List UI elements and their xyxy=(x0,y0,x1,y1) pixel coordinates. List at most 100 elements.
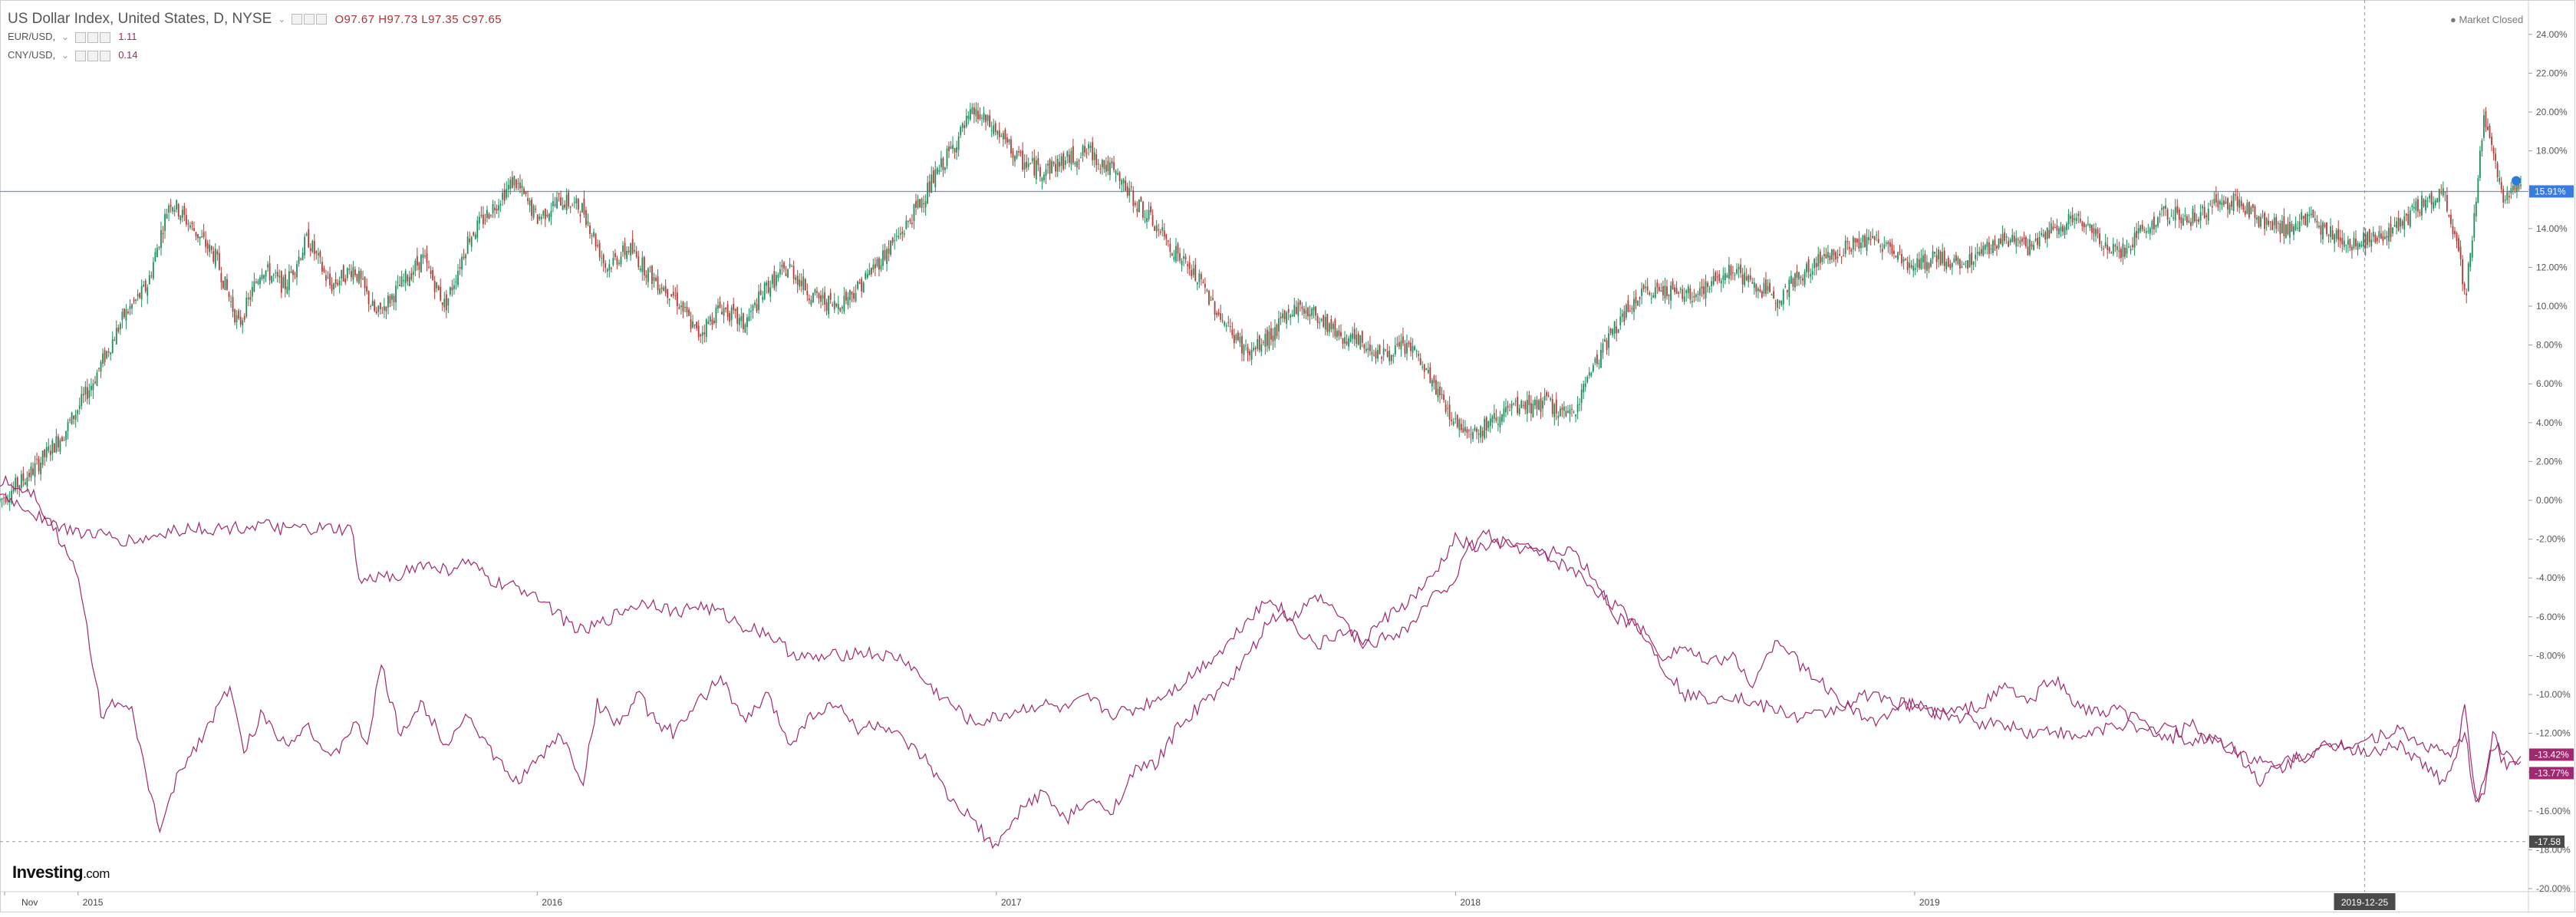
candle-body xyxy=(525,192,527,194)
candle-body xyxy=(1323,315,1325,327)
chevron-down-icon[interactable]: ⌄ xyxy=(278,14,286,25)
candle-body xyxy=(226,279,228,290)
candle-body xyxy=(1883,244,1886,249)
candle-body xyxy=(703,332,706,335)
candle-body xyxy=(2209,203,2212,205)
candle-body xyxy=(1264,334,1267,347)
candle-body xyxy=(304,236,306,256)
legend-main: US Dollar Index, United States, D, NYSE … xyxy=(8,11,502,28)
candle-body xyxy=(1586,377,1589,383)
candle-body xyxy=(1419,358,1421,365)
candle-body xyxy=(2151,221,2153,229)
candle-body xyxy=(334,279,337,285)
chevron-down-icon[interactable]: ⌄ xyxy=(61,31,70,42)
candle-body xyxy=(2500,182,2502,190)
candle-body xyxy=(1105,164,1107,172)
candle-body xyxy=(2407,213,2410,225)
candle-body xyxy=(117,327,120,332)
candle-body xyxy=(961,123,964,128)
candle-body xyxy=(284,274,286,290)
candle-body xyxy=(1609,328,1612,333)
y-tick-label: -16.00% xyxy=(2536,806,2571,816)
candle-body xyxy=(455,281,457,283)
settings-icon[interactable] xyxy=(304,13,315,25)
candle-body xyxy=(2008,241,2010,247)
y-tick-label: -2.00% xyxy=(2536,534,2565,545)
candle-body xyxy=(2456,233,2458,242)
candle-body xyxy=(2450,214,2452,225)
candle-body xyxy=(1111,160,1113,164)
candle-body xyxy=(1245,345,1247,346)
candle-body xyxy=(499,204,502,206)
candle-body xyxy=(1652,295,1655,299)
candle-body xyxy=(1906,261,1909,270)
candle-body xyxy=(1602,343,1604,353)
candle-body xyxy=(2520,184,2522,186)
candle-body xyxy=(1988,242,1990,254)
settings-icon[interactable] xyxy=(87,50,99,61)
candle-body xyxy=(476,220,479,238)
candle-body xyxy=(1033,157,1036,176)
candle-body xyxy=(2221,203,2223,206)
candle-body xyxy=(22,473,25,481)
candle-body xyxy=(1181,260,1183,266)
candle-body xyxy=(1045,169,1047,176)
candle-body xyxy=(1825,254,1827,259)
series-line-cny-usd xyxy=(0,474,2522,849)
candle-body xyxy=(882,250,884,266)
eye-icon[interactable] xyxy=(75,50,87,61)
close-icon[interactable] xyxy=(100,50,111,61)
candle-body xyxy=(397,282,399,283)
candle-body xyxy=(2074,218,2076,220)
candle-body xyxy=(2085,225,2087,227)
candle-body xyxy=(1392,355,1395,357)
candle-body xyxy=(319,251,321,258)
candle-body xyxy=(1305,310,1307,314)
candle-body xyxy=(1802,278,1804,281)
candle-body xyxy=(2506,192,2508,200)
candle-body xyxy=(1454,418,1457,420)
candle-body xyxy=(2273,217,2275,226)
candle-body xyxy=(1319,322,1321,324)
candle-body xyxy=(393,295,395,302)
candle-body xyxy=(1039,167,1041,177)
legend-controls xyxy=(292,11,328,28)
candle-body xyxy=(1287,308,1290,313)
eye-icon[interactable] xyxy=(75,31,87,43)
candle-body xyxy=(1949,264,1952,269)
candle-body xyxy=(1239,337,1241,344)
candle-body xyxy=(2368,229,2370,242)
candle-body xyxy=(1210,299,1212,301)
candle-body xyxy=(1132,190,1135,206)
close-icon[interactable] xyxy=(100,31,111,43)
candle-body xyxy=(69,419,71,421)
candle-body xyxy=(346,268,348,279)
candle-body xyxy=(1064,160,1066,165)
candle-body xyxy=(1839,253,1841,256)
candle-body xyxy=(1257,339,1259,349)
candle-body xyxy=(119,323,121,330)
settings-icon[interactable] xyxy=(87,31,99,43)
candle-body xyxy=(2485,111,2487,127)
candle-body xyxy=(308,229,310,248)
candle-body xyxy=(1778,301,1780,303)
candle-body xyxy=(1751,282,1754,284)
candle-body xyxy=(1796,271,1798,279)
candle-body xyxy=(573,202,575,203)
close-icon[interactable] xyxy=(316,13,328,25)
y-tick-label: 12.00% xyxy=(2536,262,2568,272)
price-label-c: -13.77% xyxy=(2535,767,2569,778)
candle-body xyxy=(1357,333,1359,345)
candle-body xyxy=(1846,241,1849,242)
eye-icon[interactable] xyxy=(292,13,303,25)
candle-body xyxy=(2215,194,2217,203)
candle-body xyxy=(1250,350,1253,360)
candle-body xyxy=(1951,263,1953,268)
candle-body xyxy=(529,200,531,206)
candle-body xyxy=(575,198,578,204)
chevron-down-icon[interactable]: ⌄ xyxy=(61,49,70,61)
candle-body xyxy=(1736,269,1738,274)
x-tick-label: 2017 xyxy=(1001,897,1022,908)
candle-body xyxy=(2136,231,2138,239)
